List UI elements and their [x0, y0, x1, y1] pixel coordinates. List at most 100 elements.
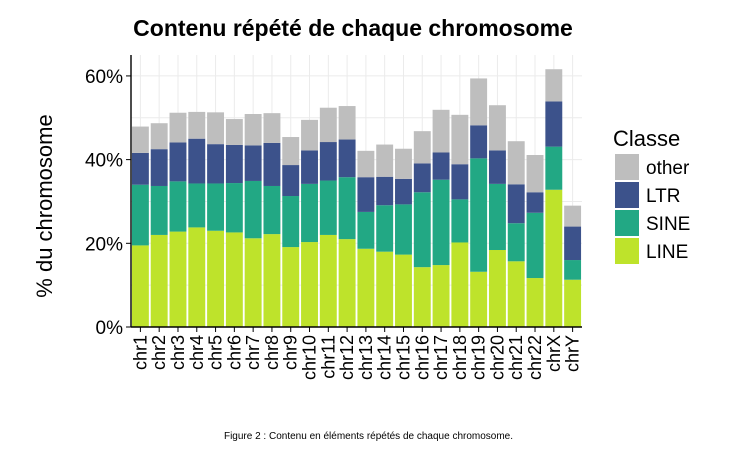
bar-ltr-chr3 — [169, 142, 187, 182]
legend-swatch-ltr — [615, 182, 639, 208]
bar-line-chr3 — [169, 231, 187, 327]
bar-other-chr20 — [488, 105, 506, 151]
bar-line-chr14 — [376, 251, 394, 327]
bar-ltr-chr16 — [413, 163, 431, 193]
bar-sine-chr16 — [413, 192, 431, 268]
x-tick-label: chr20 — [487, 335, 507, 380]
bar-sine-chr17 — [432, 179, 450, 266]
legend: Classe other LTR SINE LINE — [613, 126, 690, 264]
bar-sine-chr19 — [470, 158, 488, 272]
bar-ltr-chr4 — [188, 138, 206, 184]
bar-ltr-chr10 — [301, 150, 318, 184]
bar-ltr-chr8 — [263, 142, 281, 186]
x-tick-label: chrX — [544, 335, 564, 372]
bar-ltr-chr22 — [526, 192, 544, 213]
bar-sine-chr3 — [169, 181, 187, 232]
bar-sine-chr7 — [244, 180, 262, 239]
bar-sine-chrY — [564, 260, 582, 280]
x-tick-label: chr17 — [431, 335, 451, 380]
bar-sine-chr10 — [301, 183, 318, 243]
bar-sine-chr2 — [150, 185, 168, 235]
bar-sine-chr12 — [338, 177, 356, 240]
bar-other-chr11 — [319, 107, 337, 143]
bar-other-chr22 — [526, 155, 544, 193]
bar-other-chr12 — [338, 106, 356, 140]
bar-other-chr16 — [413, 131, 431, 164]
legend-label-sine: SINE — [646, 214, 690, 235]
x-tick-label: chr5 — [206, 335, 226, 370]
x-tick-label: chr6 — [224, 335, 244, 370]
bar-other-chr3 — [169, 112, 187, 143]
x-ticks: chr1chr2chr3chr4chr5chr6chr7chr8chr9chr1… — [130, 327, 583, 380]
bar-other-chrX — [545, 69, 563, 102]
bar-other-chr19 — [470, 78, 488, 126]
x-tick-label: chr1 — [130, 335, 150, 370]
bar-ltr-chr7 — [244, 145, 262, 181]
y-tick-label: 20% — [85, 234, 123, 255]
bar-other-chrY — [564, 205, 582, 227]
bar-other-chr8 — [263, 113, 281, 143]
bar-ltr-chr12 — [338, 139, 356, 178]
bar-line-chr18 — [451, 242, 469, 327]
y-axis-label: % du chromosome — [32, 114, 57, 297]
bar-line-chrY — [564, 279, 582, 327]
bar-line-chr8 — [263, 234, 281, 327]
legend-label-other: other — [646, 158, 690, 179]
bar-sine-chrX — [545, 146, 563, 190]
x-tick-label: chr2 — [149, 335, 169, 370]
bar-ltr-chr5 — [207, 144, 225, 184]
bar-line-chr12 — [338, 239, 356, 327]
bar-sine-chr14 — [376, 205, 394, 252]
x-tick-label: chr3 — [168, 335, 188, 370]
x-tick-label: chr19 — [469, 335, 489, 380]
bar-line-chr15 — [395, 254, 412, 327]
bar-line-chr6 — [225, 232, 243, 327]
bar-ltr-chr21 — [507, 184, 525, 224]
bar-other-chr6 — [225, 119, 243, 145]
bar-line-chr9 — [282, 247, 300, 327]
legend-swatch-line — [615, 238, 639, 264]
x-tick-label: chr11 — [318, 335, 338, 379]
x-tick-label: chr9 — [281, 335, 301, 370]
bar-ltr-chr2 — [150, 149, 168, 186]
bar-sine-chr20 — [488, 183, 506, 251]
bar-sine-chr13 — [357, 211, 375, 249]
bar-line-chr17 — [432, 265, 450, 327]
bar-sine-chr21 — [507, 223, 525, 262]
bar-line-chr2 — [150, 234, 168, 327]
bar-other-chr5 — [207, 112, 225, 145]
bar-other-chr14 — [376, 144, 394, 177]
bars — [131, 69, 582, 327]
x-tick-label: chr18 — [450, 335, 470, 380]
x-tick-label: chr16 — [412, 335, 432, 380]
bar-ltr-chr1 — [131, 152, 149, 185]
bar-line-chr10 — [301, 242, 318, 327]
legend-label-ltr: LTR — [646, 186, 680, 207]
x-tick-label: chr21 — [506, 335, 526, 380]
bar-other-chr2 — [150, 123, 168, 150]
bar-line-chrX — [545, 189, 563, 327]
y-tick-label: 0% — [96, 318, 124, 339]
bar-other-chr1 — [131, 126, 149, 153]
stacked-bar-chart: Contenu répété de chaque chromosome % du… — [32, 15, 690, 380]
bar-line-chr4 — [188, 227, 206, 327]
bar-ltr-chr9 — [282, 165, 300, 197]
bar-ltr-chr19 — [470, 125, 488, 159]
bar-sine-chr11 — [319, 180, 337, 235]
bar-other-chr9 — [282, 137, 300, 166]
bar-other-chr21 — [507, 141, 525, 185]
y-tick-label: 60% — [85, 67, 123, 88]
axes — [130, 55, 582, 328]
bar-sine-chr8 — [263, 185, 281, 235]
bar-other-chr10 — [301, 119, 318, 151]
bar-line-chr7 — [244, 238, 262, 327]
bar-ltr-chr13 — [357, 177, 375, 212]
chart-title: Contenu répété de chaque chromosome — [133, 15, 573, 41]
x-tick-label: chr12 — [337, 335, 357, 380]
bar-sine-chr4 — [188, 183, 206, 228]
bar-ltr-chr18 — [451, 164, 469, 200]
bar-ltr-chrY — [564, 226, 582, 261]
legend-swatch-sine — [615, 210, 639, 236]
legend-swatch-other — [615, 154, 639, 180]
bar-ltr-chr15 — [395, 178, 412, 205]
